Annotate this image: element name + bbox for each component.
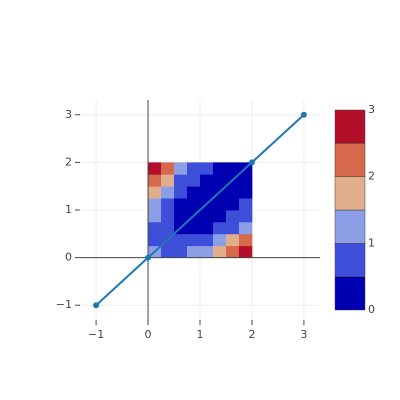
contour-cell [174,245,188,259]
line [95,114,305,306]
contour-cell [200,221,214,235]
colorbar-tick-label: 2 [368,170,375,183]
y-tick-label: 0 [65,251,72,264]
contour-cell [212,210,227,223]
contour-cell [225,233,240,247]
contour-cell [148,221,162,235]
contour-cell [174,174,188,187]
contour-cell [187,186,201,199]
y-tick-label: −1 [56,298,72,311]
point [145,254,152,261]
contour-cell [148,186,162,199]
contour-cell [187,174,201,187]
contour-cell [238,221,253,235]
contour-cell [225,198,240,211]
contour-cell [200,245,214,259]
contour-cell [187,198,201,211]
contour-cell [225,210,240,223]
contour-cell [148,162,162,175]
colorbar-tick-label: 3 [368,103,375,116]
colorbar-band [334,209,366,244]
contour-cell [212,221,227,235]
point [300,111,307,118]
contour-cell [161,174,175,187]
colorbar-band [334,176,366,211]
contour-cell [161,221,175,235]
contour-cell [212,233,227,247]
x-tick-label: 3 [300,328,307,341]
contour-cell [161,245,175,259]
contour-cell [200,233,214,247]
colorbar-band [334,276,366,311]
contour-cell [212,174,227,187]
contour-cell [161,186,175,199]
contour-cell [212,162,227,175]
contour-cell [238,174,253,187]
contour-cell [212,198,227,211]
colorbar-band [334,243,366,277]
contour-cell [148,198,162,211]
contour-cell [238,198,253,211]
contour-cell [174,198,188,211]
contour-cell [200,162,214,175]
contour-cell [148,233,162,247]
y-tick-label: 2 [65,155,72,168]
contour-cell [238,186,253,199]
contour-cell [238,245,253,259]
y-tick-label: 3 [65,108,72,121]
contour-cell [225,186,240,199]
colorbar-band [334,109,366,144]
contour-cell [225,162,240,175]
contour-cell [187,233,201,247]
point [248,159,255,166]
contour-cell [174,186,188,199]
colorbar-band [334,143,366,177]
contour-cell [187,221,201,235]
point [93,302,100,309]
x-tick-label: −1 [88,328,104,341]
contour-cell [174,233,188,247]
contour-cell [161,198,175,211]
contour-cell [174,162,188,175]
contour-cell [187,162,201,175]
contour-cell [238,233,253,247]
contour-cell [161,162,175,175]
y-tick-label: 1 [65,203,72,216]
contour-cell [174,210,188,223]
contour-cell [200,186,214,199]
colorbar-tick-label: 0 [368,303,375,316]
contour-cell [238,210,253,223]
contour-cell [225,221,240,235]
colorbar-tick-label: 1 [368,236,375,249]
x-tick-label: 0 [145,328,152,341]
contour-cell [212,245,227,259]
contour-cell [161,210,175,223]
contour-cell [200,174,214,187]
x-tick-label: 1 [197,328,204,341]
contour-cell [187,245,201,259]
contour-cell [225,245,240,259]
contour-cell [148,210,162,223]
contour-cell [148,174,162,187]
x-tick-label: 2 [248,328,255,341]
contour-cell [200,210,214,223]
